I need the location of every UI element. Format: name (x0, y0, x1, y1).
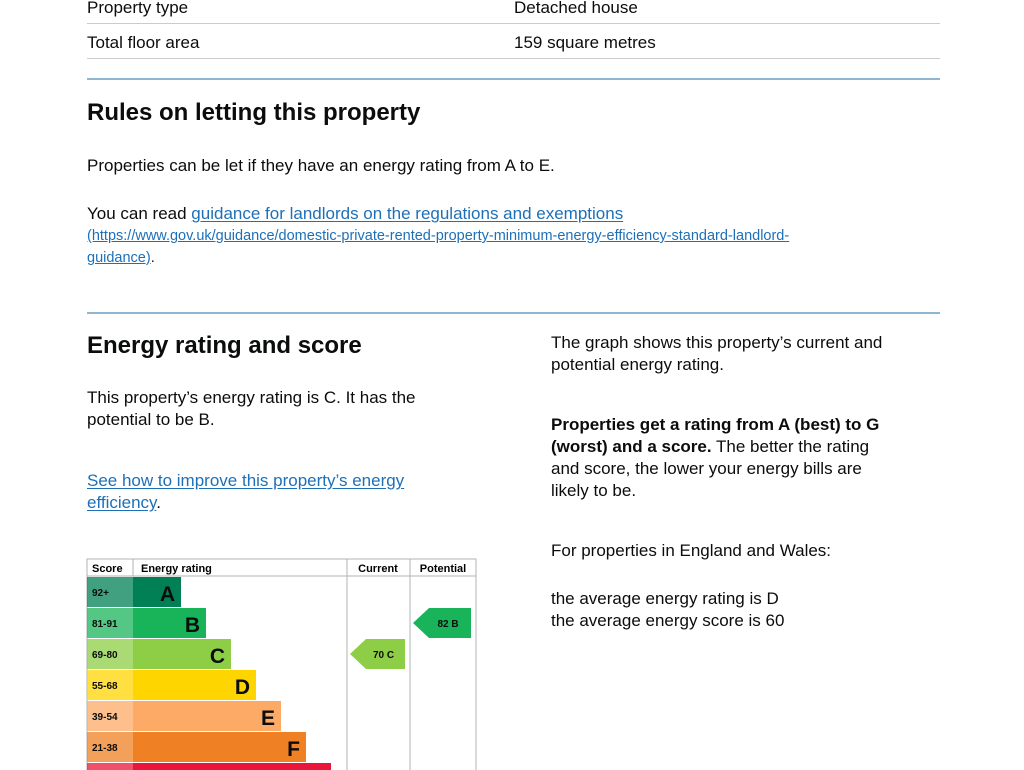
score-cell-e (87, 701, 133, 731)
band-letter-e: E (261, 707, 275, 730)
band-d: 55-68 D (87, 670, 256, 700)
guidance-paragraph: You can read guidance for landlords on t… (87, 203, 947, 269)
scale-rest-3: likely to be. (551, 481, 637, 500)
average-rating: the average energy rating is D (551, 589, 779, 608)
score-cell-f (87, 732, 133, 762)
improve-link-block: See how to improve this property’s energ… (87, 470, 404, 514)
section-divider (87, 78, 940, 80)
score-cell-c (87, 639, 133, 669)
header-score: Score (92, 563, 123, 575)
band-letter-d: D (235, 676, 250, 699)
england-wales-text: For properties in England and Wales: (551, 541, 832, 560)
energy-heading: Energy rating and score (87, 332, 362, 359)
band-letter-f: F (287, 738, 300, 761)
band-score-b: 81-91 (92, 619, 118, 630)
property-type-value: Detached house (514, 0, 638, 17)
band-letter-b: B (185, 614, 200, 637)
band-bar-c (133, 639, 231, 669)
band-bar-g (133, 763, 331, 770)
band-f: 21-38 F (87, 732, 306, 762)
band-score-e: 39-54 (92, 712, 118, 723)
floor-area-label: Total floor area (87, 33, 200, 52)
table-divider (87, 23, 940, 24)
scale-rest-1: The better the rating (711, 437, 870, 456)
potential-rating-marker-label: 82 B (437, 619, 458, 630)
band-bar-e (133, 701, 281, 731)
table-divider (87, 58, 940, 59)
header-energy-rating: Energy rating (141, 563, 212, 575)
average-score: the average energy score is 60 (551, 611, 785, 630)
band-e: 39-54 E (87, 701, 281, 731)
current-rating-marker: 70 C (350, 639, 405, 669)
score-cell-d (87, 670, 133, 700)
section-divider (87, 312, 940, 314)
band-bar-d (133, 670, 256, 700)
header-potential: Potential (420, 563, 466, 575)
property-type-label: Property type (87, 0, 189, 17)
band-g: 1-20G (87, 763, 331, 770)
band-score-a: 92+ (92, 588, 109, 599)
band-b: 81-91 B (87, 608, 206, 638)
graph-explainer: The graph shows this property’s current … (551, 332, 882, 376)
header-current: Current (358, 563, 398, 575)
score-cell-a (87, 577, 133, 607)
rating-line-1: This property’s energy rating is C. It h… (87, 388, 416, 407)
band-c: 69-80 C (87, 639, 231, 669)
scale-bold-1: Properties get a rating from A (best) to… (551, 415, 880, 434)
explainer-line-2: potential energy rating. (551, 355, 724, 374)
band-letter-a: A (160, 583, 175, 606)
averages: the average energy rating is D the avera… (551, 588, 784, 632)
improve-link[interactable]: See how to improve this property’s energ… (87, 471, 405, 490)
guidance-url-line2[interactable]: guidance) (87, 250, 151, 266)
guidance-prefix: You can read (87, 204, 192, 223)
scale-bold-2: (worst) and a score. (551, 437, 712, 456)
score-cell-g (87, 763, 133, 770)
band-letter-c: C (210, 645, 225, 668)
current-rating-marker-label: 70 C (373, 650, 394, 661)
guidance-link[interactable]: guidance for landlords on the regulation… (191, 204, 624, 223)
energy-rating-chart: Score Energy rating Current Potential 92… (86, 558, 477, 770)
score-cell-b (87, 608, 133, 638)
band-bar-a (133, 577, 181, 607)
current-rating-marker-arrow (350, 639, 405, 669)
band-score-c: 69-80 (92, 650, 118, 661)
rating-statement: This property’s energy rating is C. It h… (87, 387, 416, 431)
floor-area-value: 159 square metres (514, 33, 656, 52)
chart-frame (86, 558, 477, 770)
rating-scale-explainer: Properties get a rating from A (best) to… (551, 414, 879, 502)
band-score-d: 55-68 (92, 681, 118, 692)
potential-rating-marker: 82 B (413, 608, 471, 638)
potential-rating-marker-arrow (413, 608, 471, 638)
band-score-f: 21-38 (92, 743, 118, 754)
scale-rest-2: and score, the lower your energy bills a… (551, 459, 862, 478)
improve-suffix: . (156, 493, 162, 512)
guidance-url-line1[interactable]: (https://www.gov.uk/guidance/domestic-pr… (87, 228, 790, 244)
guidance-suffix: . (150, 250, 155, 266)
band-a: 92+ A (87, 577, 181, 607)
band-bar-f (133, 732, 306, 762)
rating-line-2: potential to be B. (87, 410, 215, 429)
improve-link-cont[interactable]: efficiency (87, 493, 157, 512)
explainer-line-1: The graph shows this property’s current … (551, 333, 883, 352)
letting-paragraph: Properties can be let if they have an en… (87, 156, 555, 175)
band-bar-b (133, 608, 206, 638)
letting-heading: Rules on letting this property (87, 99, 421, 126)
